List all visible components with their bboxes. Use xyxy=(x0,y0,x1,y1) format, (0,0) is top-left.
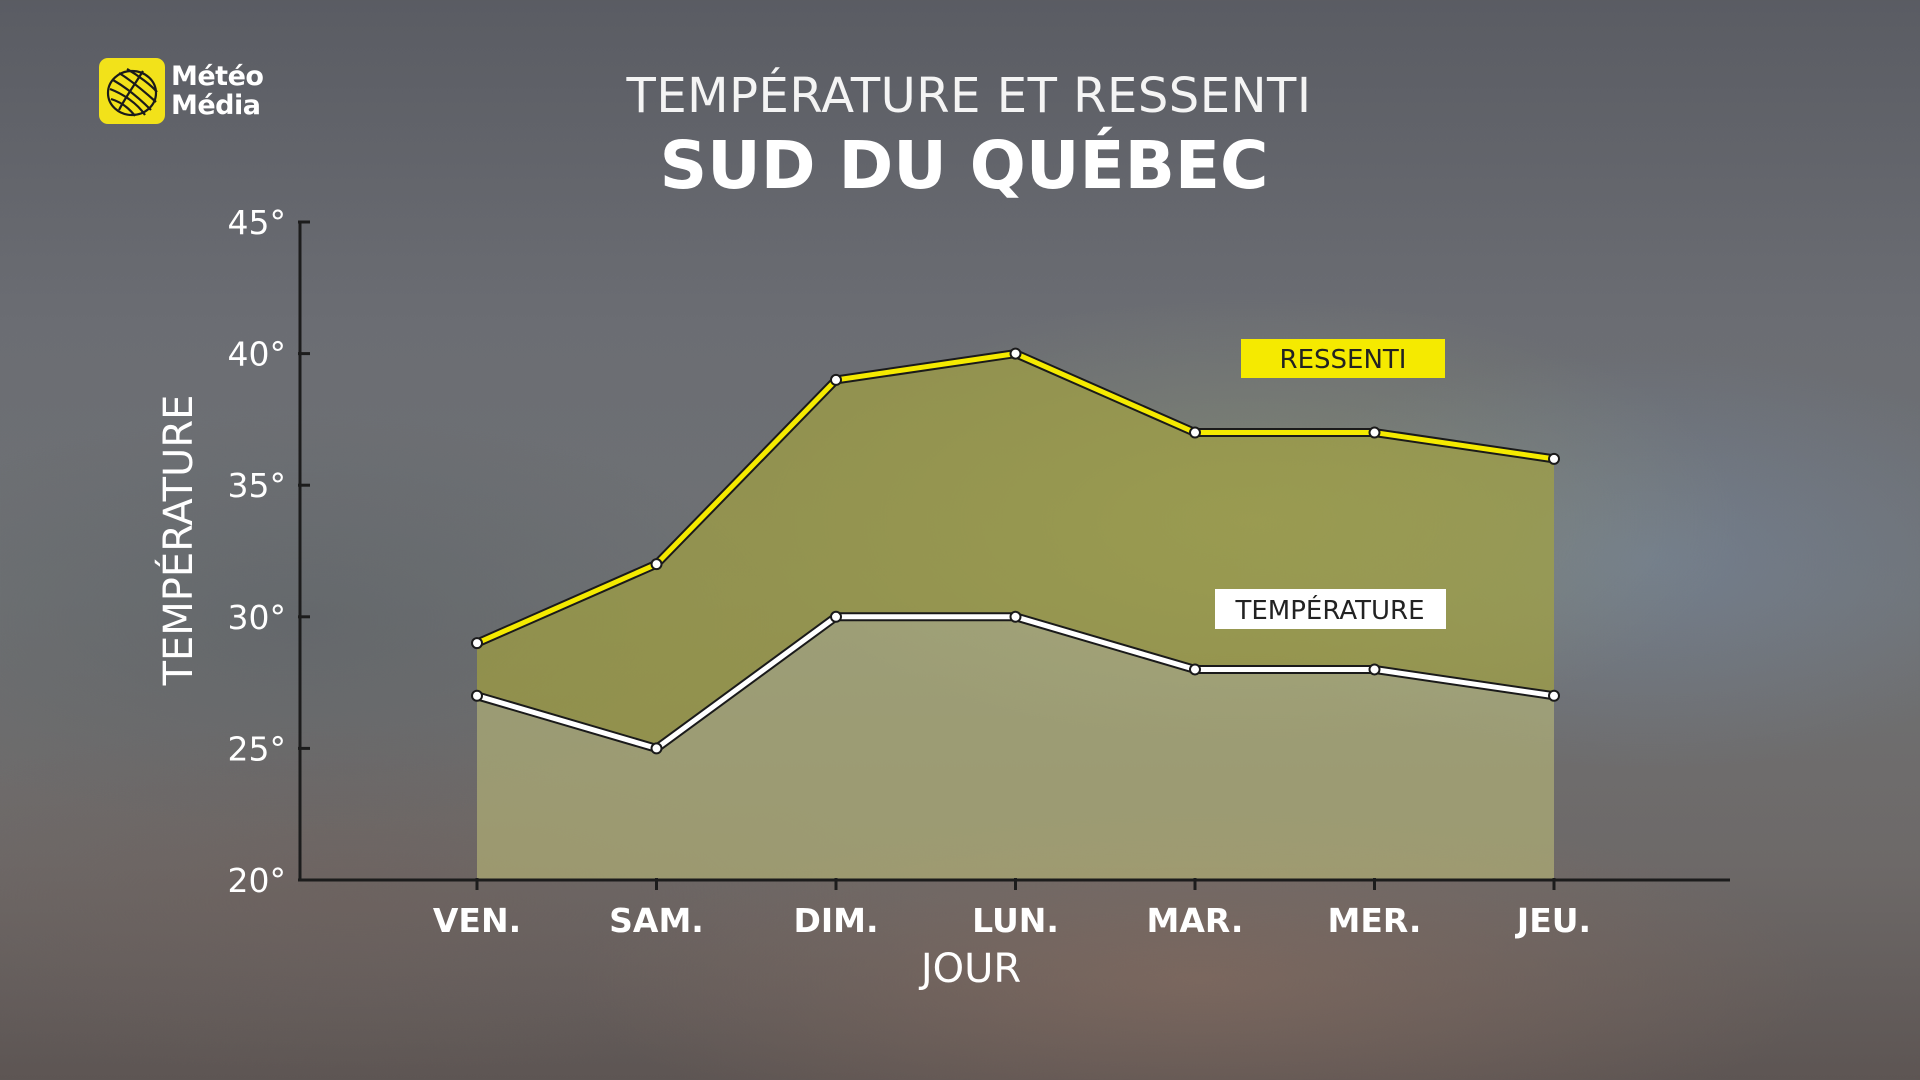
x-axis-title: JOUR xyxy=(918,946,1021,992)
meteo-media-logo: Météo Média xyxy=(99,58,264,124)
ressenti-point xyxy=(1009,347,1022,360)
chart-title: TEMPÉRATURE ET RESSENTI xyxy=(626,68,1312,124)
y-tick-label: 45° xyxy=(228,203,287,242)
y-tick-label: 40° xyxy=(228,335,287,374)
temperature-series-label: TEMPÉRATURE xyxy=(1215,589,1446,629)
x-tick-label: DIM. xyxy=(793,901,878,940)
ressenti-point xyxy=(1368,426,1381,439)
logo-line-1: Météo xyxy=(171,61,264,92)
x-tick-label: LUN. xyxy=(972,901,1059,940)
x-tick-label: VEN. xyxy=(433,901,521,940)
temperature-point xyxy=(650,742,663,755)
temperature-area xyxy=(477,616,1554,880)
ressenti-point xyxy=(1548,452,1560,465)
temperature-series-label-text: TEMPÉRATURE xyxy=(1234,594,1424,626)
y-tick-label: 30° xyxy=(228,598,287,637)
x-tick-label: MER. xyxy=(1328,901,1422,940)
temperature-point xyxy=(1189,663,1201,676)
ressenti-series-label: RESSENTI xyxy=(1241,339,1445,378)
y-tick-label: 25° xyxy=(228,729,287,768)
x-tick-label: MAR. xyxy=(1147,901,1244,940)
y-axis-title: TEMPÉRATURE xyxy=(154,395,202,687)
globe-logo-icon xyxy=(99,58,165,124)
temperature-point xyxy=(1548,689,1560,702)
ressenti-point xyxy=(830,373,842,386)
temperature-point xyxy=(1009,610,1022,623)
logo-line-2: Média xyxy=(171,90,261,121)
ressenti-point xyxy=(650,558,663,571)
ressenti-band-area xyxy=(477,353,1554,749)
temperature-point xyxy=(1368,663,1381,676)
ressenti-point xyxy=(471,637,483,650)
x-tick-label: JEU. xyxy=(1515,901,1591,940)
ressenti-series-label-text: RESSENTI xyxy=(1280,345,1407,375)
ressenti-point xyxy=(1189,426,1201,439)
x-tick-label: SAM. xyxy=(609,901,704,940)
y-tick-label: 20° xyxy=(228,861,287,900)
temperature-point xyxy=(471,689,483,702)
temperature-point xyxy=(830,610,842,623)
y-tick-label: 35° xyxy=(228,466,287,505)
chart-subtitle: SUD DU QUÉBEC xyxy=(659,127,1269,204)
